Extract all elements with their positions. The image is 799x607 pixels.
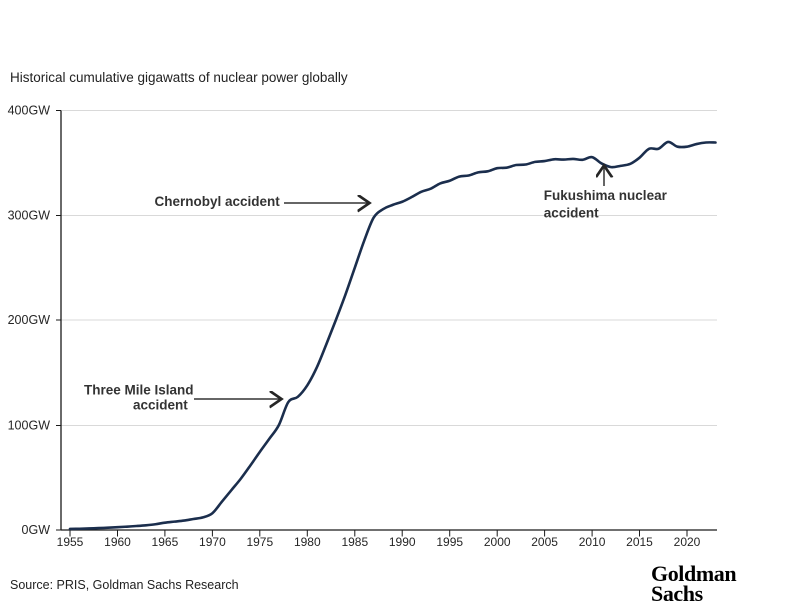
- svg-text:Fukushima nuclear: Fukushima nuclear: [544, 188, 668, 203]
- svg-text:1975: 1975: [246, 535, 273, 549]
- svg-text:1990: 1990: [389, 535, 416, 549]
- svg-text:1980: 1980: [294, 535, 321, 549]
- svg-text:1955: 1955: [57, 535, 84, 549]
- svg-text:1960: 1960: [104, 535, 131, 549]
- svg-text:Three Mile Island: Three Mile Island: [84, 383, 194, 398]
- svg-text:300GW: 300GW: [8, 209, 51, 223]
- svg-text:accident: accident: [133, 398, 188, 413]
- svg-text:2000: 2000: [484, 535, 511, 549]
- svg-text:2015: 2015: [626, 535, 653, 549]
- svg-text:1985: 1985: [341, 535, 368, 549]
- svg-text:accident: accident: [544, 206, 599, 221]
- svg-text:100GW: 100GW: [8, 419, 51, 433]
- svg-text:2005: 2005: [531, 535, 558, 549]
- svg-text:400GW: 400GW: [8, 104, 51, 118]
- svg-text:2010: 2010: [579, 535, 606, 549]
- svg-text:1970: 1970: [199, 535, 226, 549]
- svg-text:1995: 1995: [436, 535, 463, 549]
- svg-text:Chernobyl accident: Chernobyl accident: [155, 194, 281, 209]
- svg-text:200GW: 200GW: [8, 313, 51, 327]
- svg-text:2020: 2020: [674, 535, 701, 549]
- svg-text:1965: 1965: [152, 535, 179, 549]
- svg-text:0GW: 0GW: [22, 523, 51, 537]
